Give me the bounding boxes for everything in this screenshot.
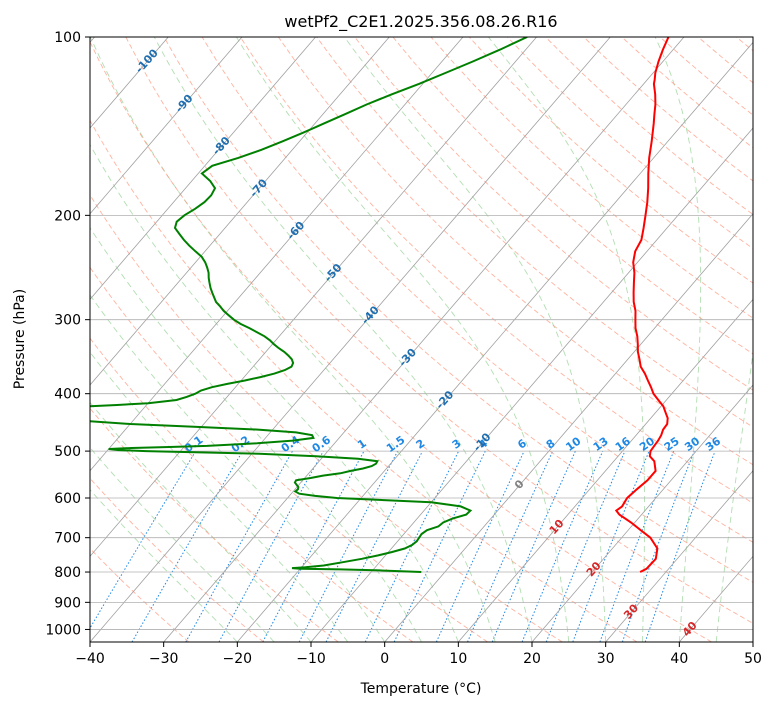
x-axis-label: Temperature (°C) [360, 681, 482, 697]
x-tick-label: 20 [523, 651, 541, 667]
moist-adiabat-line [90, 226, 422, 642]
moist-adiabat-line [90, 37, 496, 642]
isotherm-line [605, 470, 753, 642]
temperature-series-line [614, 37, 670, 573]
x-tick-label: 50 [744, 651, 762, 667]
x-tick-label: −30 [149, 651, 179, 667]
dry-adiabat-line [163, 37, 753, 583]
x-tick-label: 10 [449, 651, 467, 667]
moist-adiabat-line [90, 446, 275, 642]
profiles [90, 37, 670, 573]
dry-adiabat-line [278, 37, 753, 466]
y-tick-label: 300 [54, 313, 81, 329]
mixing-ratio-line [467, 450, 554, 642]
isotherm-line [90, 37, 611, 642]
dry-adiabat-line [125, 37, 753, 624]
isotherm-line [457, 298, 753, 642]
y-axis-label: Pressure (hPa) [12, 289, 28, 389]
mixing-ratio-line [435, 450, 525, 642]
mixing-ratio-line [325, 450, 423, 642]
moist-adiabat-line [90, 401, 312, 642]
y-tick-label: 800 [54, 565, 81, 581]
dewpoint-series-line [90, 37, 528, 573]
moist-adiabat-line [90, 351, 349, 642]
mixing-ratio-line [545, 450, 626, 642]
x-tick-label: 30 [597, 651, 615, 667]
plot-frame [89, 36, 754, 643]
x-tick-label: 0 [380, 651, 389, 667]
x-tick-label: −40 [75, 651, 105, 667]
dry-adiabat-line [90, 40, 712, 642]
isotherm-line [90, 37, 316, 300]
mixing-ratio-line [644, 450, 716, 642]
isotherm-line [310, 127, 753, 642]
y-tick-label: 200 [54, 208, 81, 224]
y-tick-label: 900 [54, 595, 81, 611]
isotherm-line [384, 213, 753, 642]
background-lines [90, 37, 753, 642]
dry-adiabat-line [90, 407, 339, 642]
moist-adiabat-line [654, 37, 702, 642]
mixing-ratio-line [621, 450, 695, 642]
moist-adiabat-line [153, 37, 533, 642]
mixing-ratio-line [521, 450, 604, 642]
dry-adiabat-line [354, 37, 753, 391]
y-tick-label: 400 [54, 387, 81, 403]
chart-title: wetPf2_C2E1.2025.356.08.26.R16 [284, 12, 557, 32]
moist-adiabat-line [90, 294, 386, 642]
moist-adiabat-line [488, 37, 645, 642]
moist-adiabat-line [90, 143, 459, 642]
dry-adiabat-line [392, 37, 753, 355]
dry-adiabat-line [468, 37, 753, 284]
moist-adiabat-line [715, 349, 753, 642]
x-tick-label: 40 [670, 651, 688, 667]
y-tick-label: 1000 [45, 622, 81, 638]
moist-adiabats [90, 37, 753, 642]
y-tick-label: 500 [54, 444, 81, 460]
mixing-ratio-line [262, 450, 365, 642]
isotherm-line [163, 37, 685, 642]
isotherm-line [531, 384, 753, 642]
x-tick-label: −10 [296, 651, 326, 667]
isotherm-line [90, 37, 537, 557]
y-tick-label: 700 [54, 531, 81, 547]
isotherm-line [90, 37, 243, 215]
dry-adiabat-line [239, 37, 753, 504]
mixing-ratio-line [90, 450, 197, 630]
isotherm-line [236, 41, 753, 642]
dry-adiabat-line [90, 194, 563, 642]
moist-adiabat-line [236, 37, 570, 642]
mixing-ratio-line [599, 450, 675, 642]
pressure-gridlines [90, 37, 753, 630]
x-axis: −40 −30 −20 −10 0 10 20 30 40 50 [75, 642, 762, 667]
isotherm-line [90, 37, 464, 472]
dry-adiabat-line [90, 119, 638, 642]
x-tick-label: −20 [223, 651, 253, 667]
y-axis: 100 200 300 400 500 600 700 800 900 1000 [45, 30, 90, 638]
skewed-isotherms [90, 37, 753, 642]
mixing-ratio-line [185, 450, 293, 642]
y-tick-label: 600 [54, 491, 81, 507]
dry-adiabat-line [90, 266, 488, 642]
y-tick-label: 100 [54, 30, 81, 46]
dry-adiabat-line [90, 477, 264, 642]
isotherm-line [90, 37, 390, 386]
moist-adiabat-line [344, 37, 607, 642]
